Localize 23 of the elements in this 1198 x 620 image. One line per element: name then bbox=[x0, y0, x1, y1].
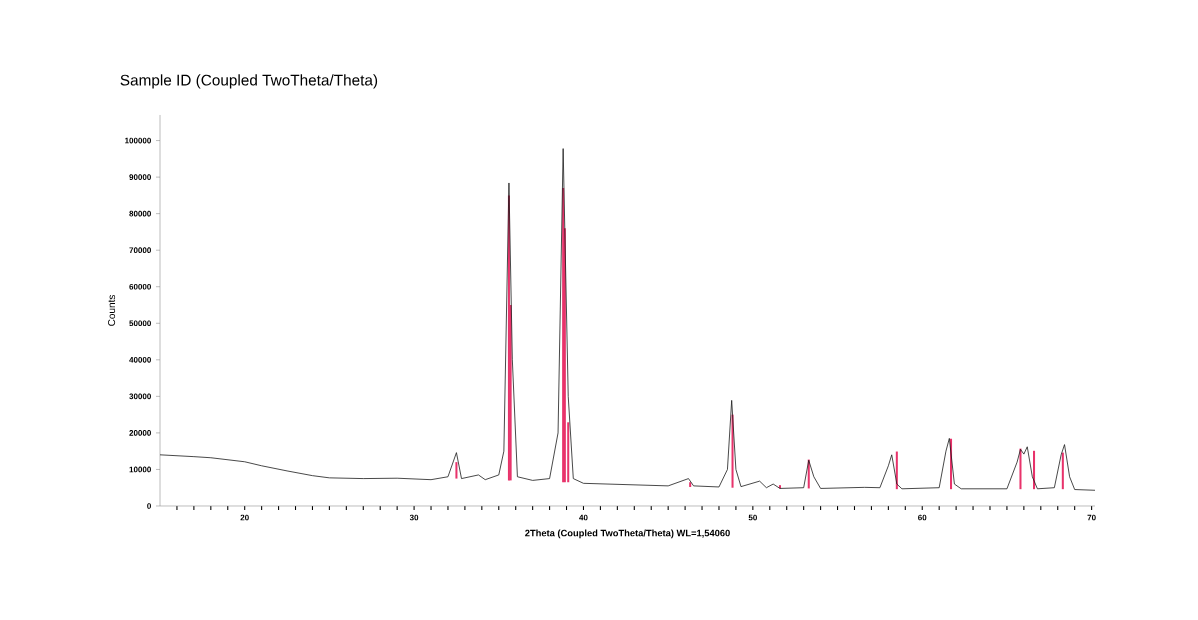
line-series bbox=[159, 148, 1096, 491]
x-tick-label: 40 bbox=[579, 514, 588, 521]
y-tick-label: 90000 bbox=[129, 174, 151, 180]
y-tick-label: 60000 bbox=[129, 283, 151, 290]
bar bbox=[455, 462, 458, 479]
x-tick-label: 70 bbox=[1087, 514, 1096, 521]
y-tick-label: 0 bbox=[147, 503, 151, 509]
y-tick-label: 30000 bbox=[129, 393, 151, 400]
bar bbox=[1061, 452, 1064, 490]
y-axis-title: Counts bbox=[108, 295, 116, 326]
y-tick-label: 70000 bbox=[129, 247, 151, 254]
x-tick-label: 30 bbox=[409, 514, 419, 521]
x-tick-label: 20 bbox=[240, 514, 249, 521]
y-tick-label: 40000 bbox=[129, 356, 151, 363]
y-tick-label: 20000 bbox=[129, 430, 151, 436]
x-axis-title: 2Theta (Coupled TwoTheta/Theta) WL=1,54060 bbox=[525, 529, 730, 539]
x-tick-label: 50 bbox=[748, 514, 757, 521]
y-tick-label: 100000 bbox=[125, 137, 151, 144]
chart-title: Sample ID (Coupled TwoTheta/Theta) bbox=[120, 74, 378, 89]
y-tick-label: 50000 bbox=[129, 320, 151, 327]
y-tick-label: 80000 bbox=[129, 210, 151, 217]
y-tick-label: 10000 bbox=[129, 466, 151, 473]
x-tick-label: 60 bbox=[918, 514, 927, 521]
